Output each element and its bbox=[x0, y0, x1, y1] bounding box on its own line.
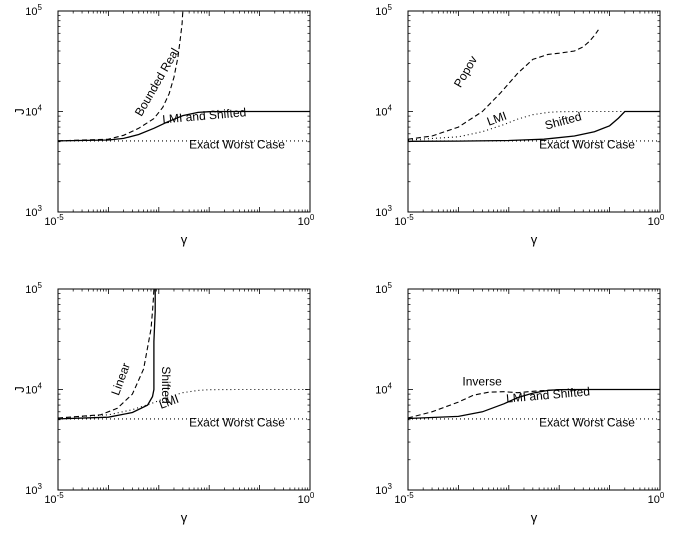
annotation-exact-worst-case: Exact Worst Case bbox=[539, 415, 635, 429]
y-axis-label: J bbox=[12, 386, 27, 393]
x-tick-label-exp: 0 bbox=[310, 491, 315, 500]
annotation-exact-worst-case: Exact Worst Case bbox=[189, 137, 285, 151]
annotation-exact-worst-case: Exact Worst Case bbox=[189, 415, 285, 429]
annotation-exact-worst-case: Exact Worst Case bbox=[539, 137, 635, 151]
y-tick-label-exp: 5 bbox=[388, 3, 393, 12]
series-line-shifted bbox=[408, 110, 660, 142]
y-tick-label: 105 bbox=[375, 3, 392, 18]
x-tick-label: 100 bbox=[648, 213, 665, 228]
series-line-linear bbox=[58, 289, 155, 419]
y-tick-label: 105 bbox=[25, 281, 42, 296]
x-tick-label: 10-5 bbox=[394, 491, 414, 506]
y-tick-label: 103 bbox=[25, 204, 42, 219]
x-tick-label-base: 10 bbox=[298, 216, 310, 228]
y-tick-label-base: 10 bbox=[25, 107, 37, 119]
x-tick-label-base: 10 bbox=[44, 216, 56, 228]
x-tick-label-exp: -5 bbox=[57, 491, 65, 500]
series-line-bounded-real bbox=[58, 11, 184, 142]
series-line-lmi bbox=[408, 110, 660, 141]
y-tick-label-base: 10 bbox=[25, 485, 37, 497]
series-line-lmi-and-shifted bbox=[58, 110, 310, 142]
series-line-lmi-and-shifted bbox=[408, 388, 660, 420]
x-tick-label-exp: 0 bbox=[310, 213, 315, 222]
y-tick-label-exp: 3 bbox=[38, 204, 43, 213]
x-tick-label-base: 10 bbox=[44, 494, 56, 506]
x-tick-label-exp: 0 bbox=[660, 213, 665, 222]
y-tick-label-exp: 4 bbox=[388, 104, 393, 113]
annotation-linear: Linear bbox=[108, 361, 133, 397]
x-axis-label: γ bbox=[181, 232, 188, 247]
x-tick-label-base: 10 bbox=[648, 216, 660, 228]
y-tick-label-exp: 5 bbox=[388, 281, 393, 290]
y-tick-label: 103 bbox=[375, 482, 392, 497]
series-line-shifted bbox=[58, 289, 156, 420]
annotation-lmi-and-shifted: LMI and Shifted bbox=[162, 105, 247, 126]
y-tick-label-base: 10 bbox=[375, 385, 387, 397]
annotation-lmi: LMI bbox=[157, 392, 181, 412]
y-tick-label-exp: 5 bbox=[38, 3, 43, 12]
y-tick-label: 104 bbox=[375, 382, 392, 397]
y-tick-label-base: 10 bbox=[375, 6, 387, 18]
x-tick-label-exp: 0 bbox=[660, 491, 665, 500]
annotation-bounded-real: Bounded Real bbox=[132, 46, 182, 119]
y-tick-label-base: 10 bbox=[25, 6, 37, 18]
y-tick-label-base: 10 bbox=[375, 485, 387, 497]
x-tick-label: 100 bbox=[298, 491, 315, 506]
x-tick-label: 10-5 bbox=[44, 213, 64, 228]
x-tick-label-exp: -5 bbox=[57, 213, 65, 222]
y-tick-label-base: 10 bbox=[25, 284, 37, 296]
y-tick-label-exp: 4 bbox=[38, 382, 43, 391]
y-tick-label-exp: 3 bbox=[388, 482, 393, 491]
x-tick-label: 100 bbox=[298, 213, 315, 228]
y-tick-label: 103 bbox=[375, 204, 392, 219]
x-axis-label: γ bbox=[181, 510, 188, 525]
x-tick-label-exp: -5 bbox=[407, 213, 415, 222]
y-axis-label: J bbox=[12, 108, 27, 115]
y-tick-label-base: 10 bbox=[25, 207, 37, 219]
x-tick-label-base: 10 bbox=[394, 216, 406, 228]
y-tick-label-exp: 5 bbox=[38, 281, 43, 290]
y-tick-label-exp: 3 bbox=[38, 482, 43, 491]
x-tick-label: 10-5 bbox=[394, 213, 414, 228]
y-tick-label-exp: 3 bbox=[388, 204, 393, 213]
annotation-shifted: Shifted bbox=[159, 366, 173, 403]
annotation-popov: Popov bbox=[451, 53, 480, 89]
series-line-inverse bbox=[408, 388, 660, 419]
y-tick-label: 104 bbox=[375, 104, 392, 119]
series-line-lmi bbox=[58, 388, 310, 419]
x-tick-label-exp: -5 bbox=[407, 491, 415, 500]
y-tick-label: 105 bbox=[25, 3, 42, 18]
x-tick-label-base: 10 bbox=[298, 494, 310, 506]
x-axis-label: γ bbox=[531, 510, 538, 525]
y-tick-label: 104 bbox=[25, 382, 42, 397]
y-tick-label-base: 10 bbox=[25, 385, 37, 397]
series-line-popov bbox=[408, 29, 599, 140]
x-axis-label: γ bbox=[531, 232, 538, 247]
x-tick-label-base: 10 bbox=[394, 494, 406, 506]
y-tick-label-base: 10 bbox=[375, 207, 387, 219]
x-tick-label: 100 bbox=[648, 491, 665, 506]
y-tick-label-exp: 4 bbox=[388, 382, 393, 391]
y-tick-label-base: 10 bbox=[375, 107, 387, 119]
annotation-inverse: Inverse bbox=[462, 374, 502, 388]
plot-frame bbox=[407, 10, 661, 213]
x-tick-label: 10-5 bbox=[44, 491, 64, 506]
y-tick-label-base: 10 bbox=[375, 284, 387, 296]
y-tick-label: 103 bbox=[25, 482, 42, 497]
y-tick-label-exp: 4 bbox=[38, 104, 43, 113]
plot-frame bbox=[57, 288, 311, 491]
y-tick-label: 104 bbox=[25, 104, 42, 119]
y-tick-label: 105 bbox=[375, 281, 392, 296]
x-tick-label-base: 10 bbox=[648, 494, 660, 506]
annotation-lmi: LMI bbox=[485, 109, 509, 129]
annotation-lmi-and-shifted: LMI and Shifted bbox=[506, 384, 591, 405]
